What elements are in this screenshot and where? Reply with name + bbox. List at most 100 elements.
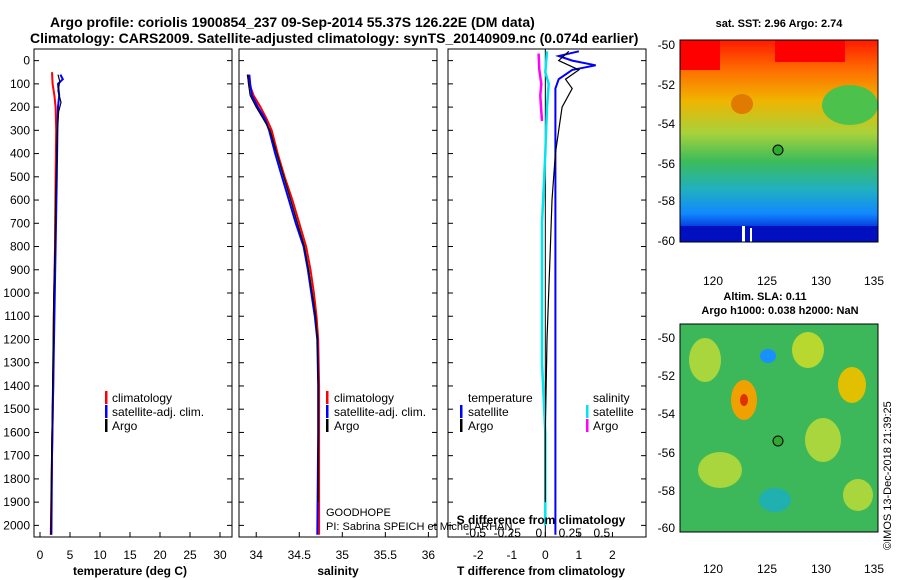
legend-label-t-satellite: satellite	[468, 405, 509, 419]
salinity-tick-label: 35.5	[374, 548, 398, 562]
depth-tick-label: 2000	[3, 518, 30, 532]
depth-tick-label: 1700	[3, 449, 30, 463]
legend-label-satellite: satellite-adj. clim.	[334, 405, 426, 419]
temperature-tick-label: 30	[213, 548, 227, 562]
depth-tick-label: 600	[10, 193, 30, 207]
legend-label-s-argo: Argo	[593, 419, 619, 433]
temperature-argo-line	[50, 74, 62, 535]
sla-eddy-core	[740, 394, 748, 406]
s-difference-x-ticks: -0.5 -0.25 0 0.25 0.5	[465, 526, 610, 540]
sst-warm-patch	[680, 40, 720, 70]
s-difference-axis-label: S difference from climatology	[457, 513, 626, 527]
sla-map-y-ticks: -50 -52 -54 -56 -58 -60	[658, 331, 676, 535]
temperature-x-axis-label: temperature (deg C)	[73, 564, 187, 578]
longitude-tick-label: 135	[864, 562, 884, 576]
sla-eddy	[805, 418, 841, 462]
legend-label-climatology: climatology	[112, 391, 172, 405]
temperature-y-ticks: 0 100 200 300 400 500 600 700 800 900 10…	[3, 54, 30, 533]
legend-swatch-argo	[326, 419, 329, 432]
temperature-panel: 0 100 200 300 400 500 600 700 800 900 10…	[3, 48, 233, 578]
s-difference-tick-label: 0.25	[559, 526, 583, 540]
legend-swatch-s-satellite	[586, 405, 589, 418]
difference-legend: temperature salinity satellite Argo sate…	[460, 391, 634, 433]
temperature-axes-frame	[33, 48, 233, 538]
depth-tick-label: 900	[10, 263, 30, 277]
longitude-tick-label: 130	[811, 562, 831, 576]
longitude-tick-label: 130	[811, 274, 831, 288]
sst-eddy	[731, 94, 753, 114]
depth-tick-label: 800	[10, 240, 30, 254]
sst-map-frame	[679, 39, 879, 243]
temperature-tick-label: 15	[123, 548, 137, 562]
sla-map-x-ticks: 120 125 130 135	[703, 562, 884, 576]
legend-label-s-satellite: satellite	[593, 405, 634, 419]
salinity-argo-line	[247, 74, 319, 503]
depth-tick-label: 300	[10, 123, 30, 137]
legend-label-t-argo: Argo	[468, 419, 494, 433]
legend-swatch-t-argo	[460, 419, 463, 432]
sla-eddy	[689, 338, 721, 382]
latitude-tick-label: -54	[658, 117, 676, 131]
latitude-tick-label: -60	[658, 521, 676, 535]
salinity-tick-label: 34.5	[288, 548, 312, 562]
salinity-legend: climatology satellite-adj. clim. Argo	[326, 391, 426, 433]
legend-swatch-climatology	[105, 391, 108, 404]
s-difference-argo-line	[537, 53, 544, 122]
latitude-tick-label: -58	[658, 484, 676, 498]
s-difference-tick-label: 0	[535, 526, 542, 540]
sst-green-tongue	[822, 85, 878, 125]
sla-map-panel: Altim. SLA: 0.11 Argo h1000: 0.038 h2000…	[658, 291, 885, 576]
sst-warm-patch	[775, 40, 845, 62]
salinity-tick-label: 35	[336, 548, 350, 562]
sst-map-title: sat. SST: 2.96 Argo: 2.74	[716, 18, 844, 30]
sst-ice-gap	[750, 228, 752, 242]
sst-field	[680, 40, 878, 242]
temperature-tick-label: 10	[93, 548, 107, 562]
legend-swatch-s-argo	[586, 419, 589, 432]
depth-tick-label: 200	[10, 100, 30, 114]
salinity-climatology-line	[246, 74, 321, 535]
depth-tick-label: 0	[23, 54, 30, 68]
legend-swatch-climatology	[326, 391, 329, 404]
latitude-tick-label: -52	[658, 78, 676, 92]
t-difference-tick-label: 0	[542, 548, 549, 562]
t-difference-tick-label: 1	[576, 548, 583, 562]
legend-swatch-t-satellite	[460, 405, 463, 418]
sst-ice-gap	[742, 226, 745, 242]
latitude-tick-label: -60	[658, 234, 676, 248]
depth-tick-label: 1600	[3, 425, 30, 439]
t-difference-axis-label: T difference from climatology	[457, 564, 625, 578]
sla-eddy	[838, 367, 866, 403]
depth-tick-label: 1900	[3, 495, 30, 509]
t-difference-tick-label: -1	[506, 548, 517, 562]
legend-label-satellite: satellite-adj. clim.	[112, 405, 204, 419]
sla-map-subtitle: Argo h1000: 0.038 h2000: NaN	[701, 305, 858, 317]
sla-eddy	[759, 488, 791, 512]
longitude-tick-label: 125	[757, 274, 777, 288]
sla-eddy	[698, 452, 742, 488]
latitude-tick-label: -50	[658, 331, 676, 345]
sst-map-y-ticks: -50 -52 -54 -56 -58 -60	[658, 38, 676, 248]
temperature-legend: climatology satellite-adj. clim. Argo	[105, 391, 204, 433]
title-line-2: Climatology: CARS2009. Satellite-adjuste…	[30, 30, 638, 46]
s-difference-tick-label: 0.5	[594, 526, 611, 540]
depth-tick-label: 1500	[3, 402, 30, 416]
depth-tick-label: 400	[10, 147, 30, 161]
legend-swatch-satellite	[105, 405, 108, 418]
s-difference-satellite-line	[540, 51, 550, 526]
sla-eddy	[760, 349, 776, 363]
temperature-tick-label: 20	[153, 548, 167, 562]
s-difference-tick-label: -0.5	[465, 526, 486, 540]
sst-argo-marker	[772, 144, 784, 156]
latitude-tick-label: -58	[658, 194, 676, 208]
longitude-tick-label: 135	[864, 274, 884, 288]
depth-tick-label: 1800	[3, 472, 30, 486]
legend-label-argo: Argo	[334, 419, 360, 433]
t-difference-tick-label: -2	[473, 548, 484, 562]
sla-eddy	[792, 332, 824, 368]
legend-label-climatology: climatology	[334, 391, 394, 405]
sst-map-panel: sat. SST: 2.96 Argo: 2.74 -50 -52 -54 -5…	[658, 18, 885, 288]
t-difference-satellite-line	[554, 50, 596, 535]
legend-swatch-satellite	[326, 405, 329, 418]
salinity-tick-label: 34	[250, 548, 264, 562]
